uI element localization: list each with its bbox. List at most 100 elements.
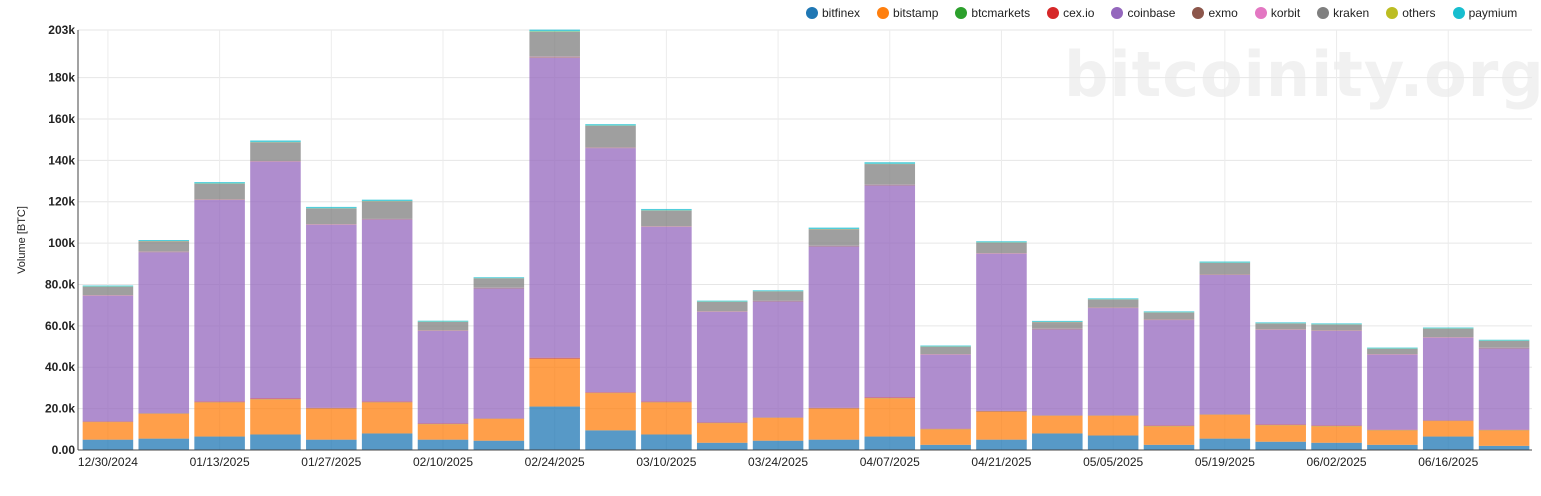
bar-segment-bitstamp[interactable] bbox=[138, 413, 190, 439]
legend-item-korbit[interactable]: korbit bbox=[1254, 6, 1300, 20]
legend-item-cex-io[interactable]: cex.io bbox=[1047, 6, 1094, 20]
bar-stack-06-16-2025[interactable] bbox=[1422, 327, 1474, 450]
bar-segment-kraken[interactable] bbox=[808, 229, 860, 246]
bar-segment-coinbase[interactable] bbox=[752, 301, 804, 418]
bar-segment-paymium[interactable] bbox=[1199, 261, 1251, 263]
bar-segment-paymium[interactable] bbox=[641, 208, 692, 211]
bar-stack-01-13-2025[interactable] bbox=[194, 182, 245, 450]
bar-segment-bitfinex[interactable] bbox=[473, 440, 525, 450]
bar-segment-kraken[interactable] bbox=[752, 291, 804, 301]
bar-segment-cex-io[interactable] bbox=[306, 407, 357, 409]
bar-segment-paymium[interactable] bbox=[250, 140, 301, 143]
bar-segment-bitstamp[interactable] bbox=[194, 402, 245, 437]
bar-segment-bitfinex[interactable] bbox=[696, 442, 748, 450]
bar-stack-04-21-2025[interactable] bbox=[976, 241, 1027, 450]
bar-segment-cex-io[interactable] bbox=[250, 398, 301, 400]
bar-segment-coinbase[interactable] bbox=[1199, 274, 1251, 415]
bar-stack-06-09-2025[interactable] bbox=[1367, 347, 1418, 450]
bar-segment-bitfinex[interactable] bbox=[641, 434, 692, 450]
bar-segment-kraken[interactable] bbox=[1367, 348, 1418, 354]
bar-segment-coinbase[interactable] bbox=[920, 354, 971, 429]
bar-segment-bitstamp[interactable] bbox=[752, 417, 804, 441]
bar-segment-bitstamp[interactable] bbox=[696, 423, 748, 443]
bar-segment-bitstamp[interactable] bbox=[529, 358, 580, 407]
bar-segment-coinbase[interactable] bbox=[808, 246, 860, 408]
bar-segment-coinbase[interactable] bbox=[1367, 354, 1418, 430]
bar-segment-bitfinex[interactable] bbox=[194, 436, 245, 450]
legend-item-btcmarkets[interactable]: btcmarkets bbox=[955, 6, 1030, 20]
bar-segment-paymium[interactable] bbox=[920, 345, 971, 347]
bar-segment-bitstamp[interactable] bbox=[920, 429, 971, 445]
bar-segment-paymium[interactable] bbox=[1032, 320, 1083, 322]
bar-segment-bitstamp[interactable] bbox=[1143, 426, 1195, 445]
bar-segment-bitfinex[interactable] bbox=[417, 439, 469, 450]
bar-segment-coinbase[interactable] bbox=[864, 185, 916, 398]
bar-segment-coinbase[interactable] bbox=[82, 295, 134, 422]
bar-segment-coinbase[interactable] bbox=[1255, 329, 1306, 425]
bar-stack-03-24-2025[interactable] bbox=[752, 290, 804, 450]
bar-segment-paymium[interactable] bbox=[1478, 339, 1530, 341]
bar-segment-bitfinex[interactable] bbox=[1422, 436, 1474, 450]
bar-stack-02-03-2025[interactable] bbox=[361, 199, 413, 450]
bar-segment-cex-io[interactable] bbox=[864, 397, 916, 399]
bar-segment-paymium[interactable] bbox=[1143, 311, 1195, 313]
bar-segment-coinbase[interactable] bbox=[1032, 329, 1083, 416]
bar-stack-02-17-2025[interactable] bbox=[473, 277, 525, 450]
bar-segment-kraken[interactable] bbox=[696, 301, 748, 312]
bar-stack-01-06-2025[interactable] bbox=[138, 240, 190, 450]
bar-segment-bitfinex[interactable] bbox=[82, 439, 134, 450]
bar-segment-kraken[interactable] bbox=[976, 242, 1027, 254]
bar-segment-bitstamp[interactable] bbox=[1087, 415, 1139, 436]
bar-segment-kraken[interactable] bbox=[361, 201, 413, 219]
bar-stack-05-26-2025[interactable] bbox=[1255, 322, 1306, 450]
bar-segment-bitfinex[interactable] bbox=[976, 439, 1027, 450]
bar-segment-kraken[interactable] bbox=[417, 321, 469, 331]
bar-stack-03-31-2025[interactable] bbox=[808, 227, 860, 450]
bar-stack-03-17-2025[interactable] bbox=[696, 300, 748, 450]
bar-segment-bitfinex[interactable] bbox=[529, 406, 580, 450]
bar-segment-bitstamp[interactable] bbox=[641, 402, 692, 435]
legend-item-kraken[interactable]: kraken bbox=[1317, 6, 1369, 20]
bar-segment-bitfinex[interactable] bbox=[920, 444, 971, 450]
bar-segment-bitfinex[interactable] bbox=[250, 434, 301, 450]
bar-segment-bitfinex[interactable] bbox=[1199, 438, 1251, 450]
bar-segment-kraken[interactable] bbox=[1478, 340, 1530, 348]
bar-segment-cex-io[interactable] bbox=[641, 401, 692, 403]
bar-segment-bitfinex[interactable] bbox=[1032, 433, 1083, 450]
bar-segment-coinbase[interactable] bbox=[138, 252, 190, 414]
bar-segment-coinbase[interactable] bbox=[306, 224, 357, 408]
bar-segment-bitfinex[interactable] bbox=[864, 436, 916, 450]
bar-segment-bitstamp[interactable] bbox=[82, 422, 134, 440]
legend-item-bitfinex[interactable]: bitfinex bbox=[806, 6, 860, 20]
bar-segment-coinbase[interactable] bbox=[641, 226, 692, 402]
bar-segment-bitstamp[interactable] bbox=[417, 424, 469, 440]
bar-segment-bitfinex[interactable] bbox=[361, 433, 413, 450]
bar-segment-bitstamp[interactable] bbox=[361, 402, 413, 434]
bar-segment-bitfinex[interactable] bbox=[808, 439, 860, 450]
bar-segment-kraken[interactable] bbox=[1143, 312, 1195, 320]
bar-stack-06-02-2025[interactable] bbox=[1311, 323, 1362, 450]
bar-segment-coinbase[interactable] bbox=[696, 311, 748, 423]
legend-item-exmo[interactable]: exmo bbox=[1192, 6, 1238, 20]
bar-segment-kraken[interactable] bbox=[473, 278, 525, 288]
bar-segment-paymium[interactable] bbox=[1087, 298, 1139, 300]
bar-stack-05-12-2025[interactable] bbox=[1143, 311, 1195, 450]
bar-segment-bitstamp[interactable] bbox=[1032, 415, 1083, 434]
bar-segment-paymium[interactable] bbox=[808, 227, 860, 230]
bar-stack-05-05-2025[interactable] bbox=[1087, 298, 1139, 450]
bar-segment-bitstamp[interactable] bbox=[585, 393, 636, 431]
bar-segment-coinbase[interactable] bbox=[585, 148, 636, 393]
bar-segment-coinbase[interactable] bbox=[473, 288, 525, 419]
bar-segment-paymium[interactable] bbox=[82, 285, 134, 287]
bar-stack-01-20-2025[interactable] bbox=[250, 140, 301, 450]
legend-item-bitstamp[interactable]: bitstamp bbox=[877, 6, 938, 20]
bar-segment-bitstamp[interactable] bbox=[473, 418, 525, 441]
bar-segment-kraken[interactable] bbox=[138, 241, 190, 252]
bar-segment-coinbase[interactable] bbox=[1311, 330, 1362, 426]
bar-segment-bitstamp[interactable] bbox=[1367, 430, 1418, 445]
bar-segment-cex-io[interactable] bbox=[194, 401, 245, 403]
bar-segment-paymium[interactable] bbox=[752, 290, 804, 292]
bar-stack-04-28-2025[interactable] bbox=[1032, 320, 1083, 450]
bar-segment-paymium[interactable] bbox=[864, 162, 916, 164]
bar-segment-kraken[interactable] bbox=[864, 164, 916, 185]
